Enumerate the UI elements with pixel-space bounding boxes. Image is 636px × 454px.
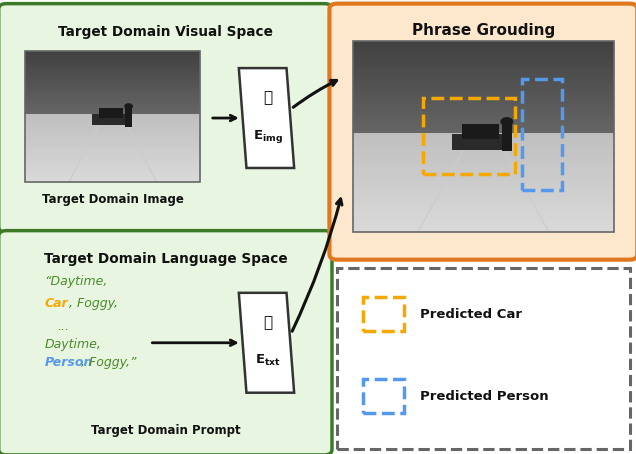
Text: Phrase Grouding: Phrase Grouding	[411, 23, 555, 38]
Bar	[99, 108, 123, 118]
Text: 🔒: 🔒	[263, 315, 272, 330]
Text: 🔒: 🔒	[263, 90, 272, 105]
FancyBboxPatch shape	[0, 4, 332, 232]
Bar	[337, 268, 630, 449]
Circle shape	[501, 117, 513, 126]
Text: Person: Person	[45, 356, 93, 370]
Bar	[424, 98, 515, 174]
Text: $\mathbf{E}_{\mathbf{img}}$: $\mathbf{E}_{\mathbf{img}}$	[253, 128, 282, 145]
Text: Car: Car	[45, 297, 68, 311]
Text: Daytime,: Daytime,	[45, 338, 101, 351]
Bar	[25, 51, 200, 182]
Bar	[353, 41, 614, 232]
Text: , Foggy,”: , Foggy,”	[81, 356, 137, 370]
Bar	[452, 133, 509, 149]
Text: “Daytime,: “Daytime,	[45, 275, 108, 288]
Text: Target Domain Prompt: Target Domain Prompt	[90, 424, 240, 437]
Bar	[363, 297, 404, 331]
Text: ...: ...	[57, 320, 69, 333]
Bar	[363, 379, 404, 413]
FancyBboxPatch shape	[0, 231, 332, 454]
Text: Target Domain Image: Target Domain Image	[42, 193, 184, 206]
Bar	[92, 114, 130, 125]
FancyBboxPatch shape	[329, 4, 636, 260]
Text: Predicted Car: Predicted Car	[420, 308, 522, 321]
Text: Target Domain Language Space: Target Domain Language Space	[43, 252, 287, 266]
Bar	[462, 124, 499, 139]
Text: Target Domain Visual Space: Target Domain Visual Space	[58, 25, 273, 39]
Text: Predicted Person: Predicted Person	[420, 390, 548, 403]
Polygon shape	[239, 68, 294, 168]
Text: $\mathbf{E}_{\mathbf{txt}}$: $\mathbf{E}_{\mathbf{txt}}$	[255, 353, 280, 369]
Bar	[502, 125, 512, 152]
Polygon shape	[239, 293, 294, 393]
Circle shape	[124, 103, 133, 109]
Text: , Foggy,: , Foggy,	[69, 297, 118, 311]
Bar	[523, 79, 562, 190]
Bar	[125, 109, 132, 127]
